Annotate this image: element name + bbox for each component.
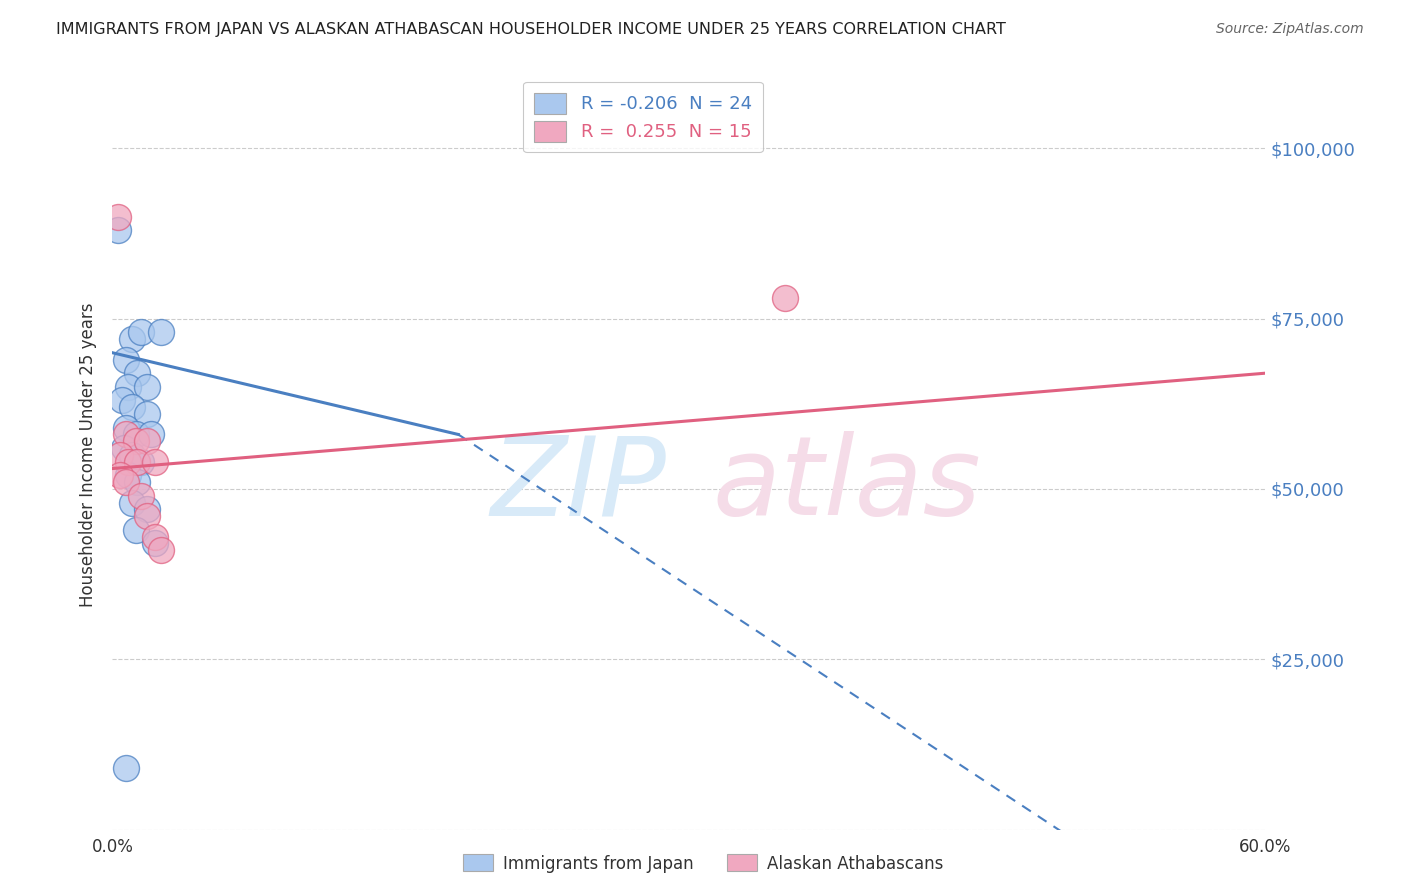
Point <box>139 427 162 442</box>
Point <box>143 455 166 469</box>
Point <box>124 427 146 442</box>
Point <box>136 407 159 421</box>
Point <box>149 543 172 558</box>
Point <box>117 468 139 483</box>
Point <box>124 434 146 449</box>
Point <box>121 332 143 346</box>
Point <box>127 455 149 469</box>
Point <box>127 475 149 490</box>
Point <box>117 380 139 394</box>
Legend: R = -0.206  N = 24, R =  0.255  N = 15: R = -0.206 N = 24, R = 0.255 N = 15 <box>523 82 762 153</box>
Text: ZIP: ZIP <box>491 432 666 539</box>
Point <box>121 401 143 415</box>
Point <box>136 502 159 516</box>
Text: Source: ZipAtlas.com: Source: ZipAtlas.com <box>1216 22 1364 37</box>
Text: atlas: atlas <box>711 432 980 539</box>
Point <box>121 495 143 509</box>
Point <box>124 523 146 537</box>
Point <box>129 489 153 503</box>
Point <box>143 536 166 550</box>
Point <box>149 326 172 340</box>
Point <box>129 455 153 469</box>
Point <box>108 468 131 483</box>
Point <box>107 223 129 237</box>
Point <box>115 420 138 434</box>
Text: IMMIGRANTS FROM JAPAN VS ALASKAN ATHABASCAN HOUSEHOLDER INCOME UNDER 25 YEARS CO: IMMIGRANTS FROM JAPAN VS ALASKAN ATHABAS… <box>56 22 1007 37</box>
Point <box>143 530 166 544</box>
Point <box>136 380 159 394</box>
Point <box>107 210 129 224</box>
Point <box>108 448 131 462</box>
Y-axis label: Householder Income Under 25 years: Householder Income Under 25 years <box>79 302 97 607</box>
Point <box>115 427 138 442</box>
Point <box>136 434 159 449</box>
Legend: Immigrants from Japan, Alaskan Athabascans: Immigrants from Japan, Alaskan Athabasca… <box>456 847 950 880</box>
Point <box>117 455 139 469</box>
Point <box>115 352 138 367</box>
Point <box>136 509 159 524</box>
Point <box>773 291 796 305</box>
Point <box>127 366 149 380</box>
Point <box>111 393 134 408</box>
Point <box>112 441 135 455</box>
Point <box>121 448 143 462</box>
Point <box>115 475 138 490</box>
Point <box>115 761 138 775</box>
Point <box>129 326 153 340</box>
